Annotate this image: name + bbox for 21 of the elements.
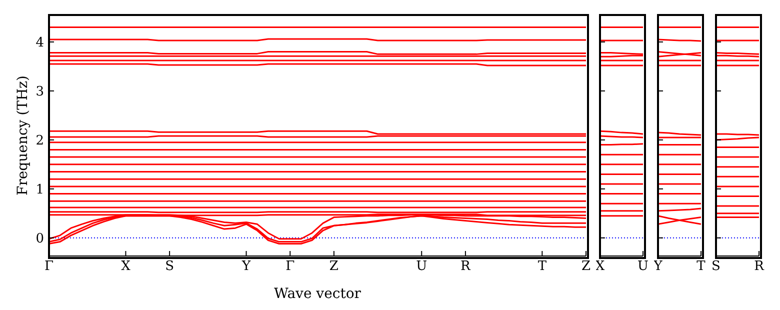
y-tick-label: 3: [36, 84, 44, 100]
x-tick-label: S: [165, 259, 174, 274]
y-tick-label: 2: [36, 134, 44, 149]
x-tick-label: Y: [240, 259, 251, 274]
x-tick-label: U: [638, 259, 649, 274]
x-tick-label: Γ: [286, 259, 295, 274]
y-tick-label: 0: [36, 231, 44, 246]
x-tick-label: T: [538, 259, 547, 274]
y-axis-title: Frequency (THz): [14, 75, 31, 196]
x-tick-label: U: [416, 259, 428, 274]
x-tick-label: R: [754, 259, 766, 274]
y-tick-label: 4: [36, 36, 44, 51]
x-tick-label: X: [121, 259, 132, 274]
x-tick-label: T: [696, 259, 706, 274]
x-tick-label: S: [712, 259, 720, 274]
x-tick-label: Γ: [44, 259, 54, 274]
x-tick-label: Z: [329, 259, 338, 274]
x-axis-title: Wave vector: [274, 286, 362, 302]
x-tick-label: R: [460, 259, 472, 274]
y-tick-label: 1: [36, 182, 44, 198]
x-tick-label: Z: [581, 259, 591, 274]
